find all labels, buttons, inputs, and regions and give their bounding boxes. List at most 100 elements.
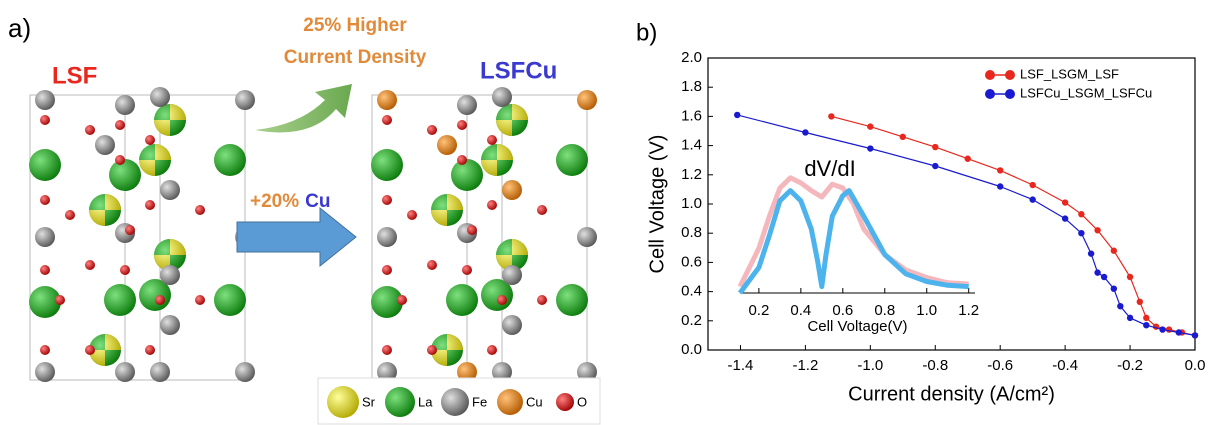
- sr-atom: [89, 334, 121, 366]
- la-atom: [371, 149, 403, 181]
- inset-title: dV/dI: [804, 156, 855, 181]
- green-arrow: [255, 84, 352, 133]
- o-atom: [145, 200, 155, 210]
- atom-legend-sphere: [327, 386, 359, 418]
- o-atom: [85, 125, 95, 135]
- o-atom: [427, 260, 437, 270]
- o-atom: [462, 265, 472, 275]
- y-tick-label: 0.0: [681, 341, 702, 358]
- sr-atom: [139, 144, 171, 176]
- y-tick-label: 1.4: [681, 137, 702, 154]
- data-point: [1165, 326, 1173, 333]
- fe-atom: [577, 90, 597, 110]
- la-atom: [556, 284, 588, 316]
- x-tick-label: -1.2: [792, 357, 818, 374]
- data-point: [1078, 230, 1085, 237]
- legend-marker: [985, 89, 995, 99]
- fe-atom: [502, 265, 522, 285]
- o-atom: [467, 225, 477, 235]
- fe-atom: [160, 315, 180, 335]
- fe-atom: [35, 362, 55, 382]
- fe-atom: [377, 362, 397, 382]
- la-atom: [29, 149, 61, 181]
- data-point: [964, 155, 971, 162]
- x-tick-label: -0.8: [922, 357, 948, 374]
- o-atom: [382, 195, 392, 205]
- cu-percent: +20%: [250, 191, 299, 212]
- o-atom: [85, 260, 95, 270]
- data-point: [1078, 211, 1085, 218]
- y-tick-label: 0.2: [681, 312, 702, 329]
- data-point: [1175, 329, 1182, 336]
- data-point: [1087, 250, 1095, 257]
- fe-atom: [150, 362, 170, 382]
- fe-atom: [492, 87, 512, 107]
- x-axis-label: Cell Voltage(V): [807, 318, 907, 335]
- o-atom: [145, 345, 155, 355]
- sr-atom: [431, 334, 463, 366]
- fe-atom: [115, 362, 135, 382]
- lsfcu-title: LSFCu: [480, 57, 557, 84]
- o-atom: [487, 345, 497, 355]
- sr-atom: [496, 104, 528, 136]
- data-point: [1191, 332, 1199, 339]
- blue-arrow: [236, 206, 357, 268]
- data-point: [1061, 215, 1069, 222]
- panel-a: a) LSF LSFCu 25% Higher Current Density …: [8, 13, 601, 425]
- sr-atom: [431, 194, 463, 226]
- y-tick-label: 1.6: [681, 107, 702, 124]
- data-point: [867, 145, 874, 152]
- lsf-title: LSF: [52, 62, 97, 89]
- la-atom: [371, 286, 403, 318]
- fe-atom: [577, 362, 597, 382]
- la-atom: [109, 159, 141, 191]
- y-axis-label: Cell Voltage (V): [646, 135, 668, 274]
- data-point: [932, 162, 939, 170]
- atom-legend-sphere: [441, 388, 469, 416]
- fe-atom: [492, 362, 512, 382]
- o-atom: [40, 345, 50, 355]
- o-atom: [120, 265, 130, 275]
- fe-atom: [150, 87, 170, 107]
- fe-atom: [95, 135, 115, 155]
- x-tick-label: 1.2: [958, 302, 979, 319]
- legend-marker: [985, 70, 995, 80]
- data-point: [734, 111, 741, 119]
- data-point: [1100, 273, 1108, 281]
- x-tick-label: -1.4: [728, 357, 754, 374]
- arrow-text: 25% Higher: [303, 15, 407, 36]
- unit-cell: [371, 94, 588, 381]
- data-point: [802, 129, 809, 136]
- o-atom: [40, 195, 50, 205]
- legend-marker: [1005, 89, 1015, 99]
- o-atom: [40, 265, 50, 275]
- y-tick-label: 1.2: [681, 166, 702, 183]
- o-atom: [487, 135, 497, 145]
- o-atom: [487, 200, 497, 210]
- fe-atom: [35, 90, 55, 110]
- o-atom: [115, 120, 125, 130]
- data-point: [1159, 326, 1166, 333]
- la-atom: [214, 284, 246, 316]
- o-atom: [537, 295, 547, 305]
- o-atom: [65, 210, 75, 220]
- la-atom: [214, 144, 246, 176]
- cu-element: Cu: [305, 191, 330, 212]
- data-point: [1117, 303, 1124, 310]
- data-point: [1094, 269, 1101, 276]
- fe-atom: [437, 135, 457, 155]
- o-atom: [145, 135, 155, 145]
- sr-atom: [154, 239, 186, 271]
- x-tick-label: -1.0: [857, 357, 883, 374]
- panel-label: b): [636, 19, 657, 46]
- o-atom: [382, 115, 392, 125]
- data-point: [1061, 199, 1069, 206]
- o-atom: [407, 210, 417, 220]
- fe-atom: [35, 227, 55, 247]
- fe-atom: [502, 180, 522, 200]
- o-atom: [125, 225, 135, 235]
- o-atom: [55, 295, 65, 305]
- atom-legend-label: La: [418, 394, 433, 409]
- series-line: [737, 175, 969, 288]
